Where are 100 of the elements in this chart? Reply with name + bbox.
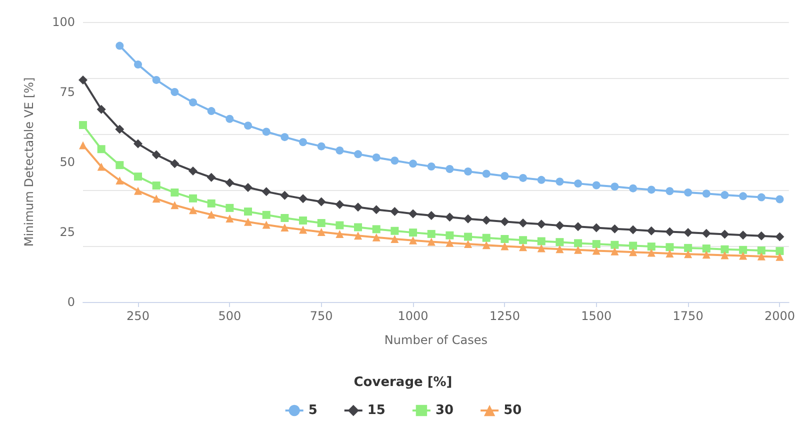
point — [206, 172, 216, 182]
point — [646, 226, 656, 236]
point — [189, 194, 198, 202]
point — [537, 237, 546, 246]
point — [97, 162, 106, 171]
point — [702, 244, 710, 253]
point — [244, 208, 252, 216]
point — [207, 210, 216, 219]
point — [134, 60, 142, 69]
point — [647, 248, 656, 257]
point — [280, 133, 289, 142]
point — [152, 76, 160, 84]
point — [280, 214, 289, 222]
point — [280, 224, 289, 232]
point — [556, 245, 564, 254]
x-tick-label: 1750 — [672, 309, 704, 323]
point — [244, 182, 253, 192]
point — [574, 246, 582, 254]
point — [189, 206, 198, 214]
point — [482, 216, 491, 225]
point — [666, 250, 674, 258]
point — [482, 241, 490, 250]
point — [555, 221, 564, 230]
point — [170, 201, 179, 210]
x-axis-title: Number of Cases — [384, 333, 488, 347]
point — [629, 248, 638, 256]
point — [592, 181, 600, 190]
point — [684, 188, 692, 197]
point — [336, 230, 344, 238]
point — [372, 233, 380, 242]
x-tick-label: 1000 — [398, 309, 428, 323]
point — [262, 128, 270, 136]
point — [537, 176, 546, 184]
point — [427, 162, 436, 170]
point — [354, 232, 362, 240]
y-tick-label: 0 — [67, 295, 75, 309]
x-tick-label: 750 — [310, 309, 333, 323]
point — [188, 166, 198, 176]
point — [170, 88, 179, 96]
point — [189, 98, 198, 106]
point — [574, 180, 582, 188]
point — [776, 247, 784, 256]
point — [446, 238, 454, 247]
point — [666, 243, 674, 252]
point — [79, 121, 87, 130]
point — [592, 223, 601, 232]
point — [628, 225, 638, 234]
point — [152, 194, 160, 203]
point — [500, 172, 509, 180]
point — [500, 242, 509, 250]
point — [372, 225, 380, 234]
point — [207, 107, 216, 116]
point — [647, 186, 656, 194]
point — [426, 210, 436, 220]
legend-label: 30 — [435, 403, 454, 418]
point — [335, 200, 344, 210]
point — [116, 176, 124, 184]
point — [390, 226, 399, 235]
point — [298, 194, 308, 204]
point — [757, 246, 766, 254]
point — [684, 228, 693, 238]
point — [720, 191, 729, 200]
y-tick-label: 100 — [52, 15, 75, 29]
point — [556, 178, 564, 186]
point — [536, 220, 546, 229]
point — [408, 209, 418, 218]
point — [518, 218, 528, 228]
point — [592, 246, 600, 255]
legend-title: Coverage [%] — [354, 375, 452, 390]
point — [116, 161, 124, 170]
legend-label: 50 — [504, 403, 522, 418]
point — [299, 138, 308, 146]
point — [684, 244, 692, 252]
point — [244, 218, 252, 226]
point — [226, 114, 234, 123]
point — [446, 231, 454, 240]
point — [354, 202, 363, 212]
x-tick-label: 1500 — [581, 309, 612, 323]
point — [226, 214, 234, 223]
point — [97, 145, 106, 154]
x-tick-label: 2000 — [764, 309, 796, 323]
point — [445, 212, 454, 222]
point — [665, 227, 674, 236]
point — [720, 245, 729, 254]
point — [519, 174, 528, 182]
point — [775, 232, 784, 242]
point — [409, 160, 418, 168]
point — [134, 172, 142, 181]
point — [739, 252, 748, 260]
point — [280, 190, 290, 200]
point — [244, 122, 252, 130]
point — [776, 195, 784, 204]
point — [170, 159, 180, 168]
point — [537, 244, 546, 252]
point — [409, 228, 418, 237]
point — [629, 184, 638, 192]
point — [79, 141, 87, 150]
point — [134, 139, 143, 148]
point — [702, 250, 710, 259]
point — [336, 146, 344, 155]
